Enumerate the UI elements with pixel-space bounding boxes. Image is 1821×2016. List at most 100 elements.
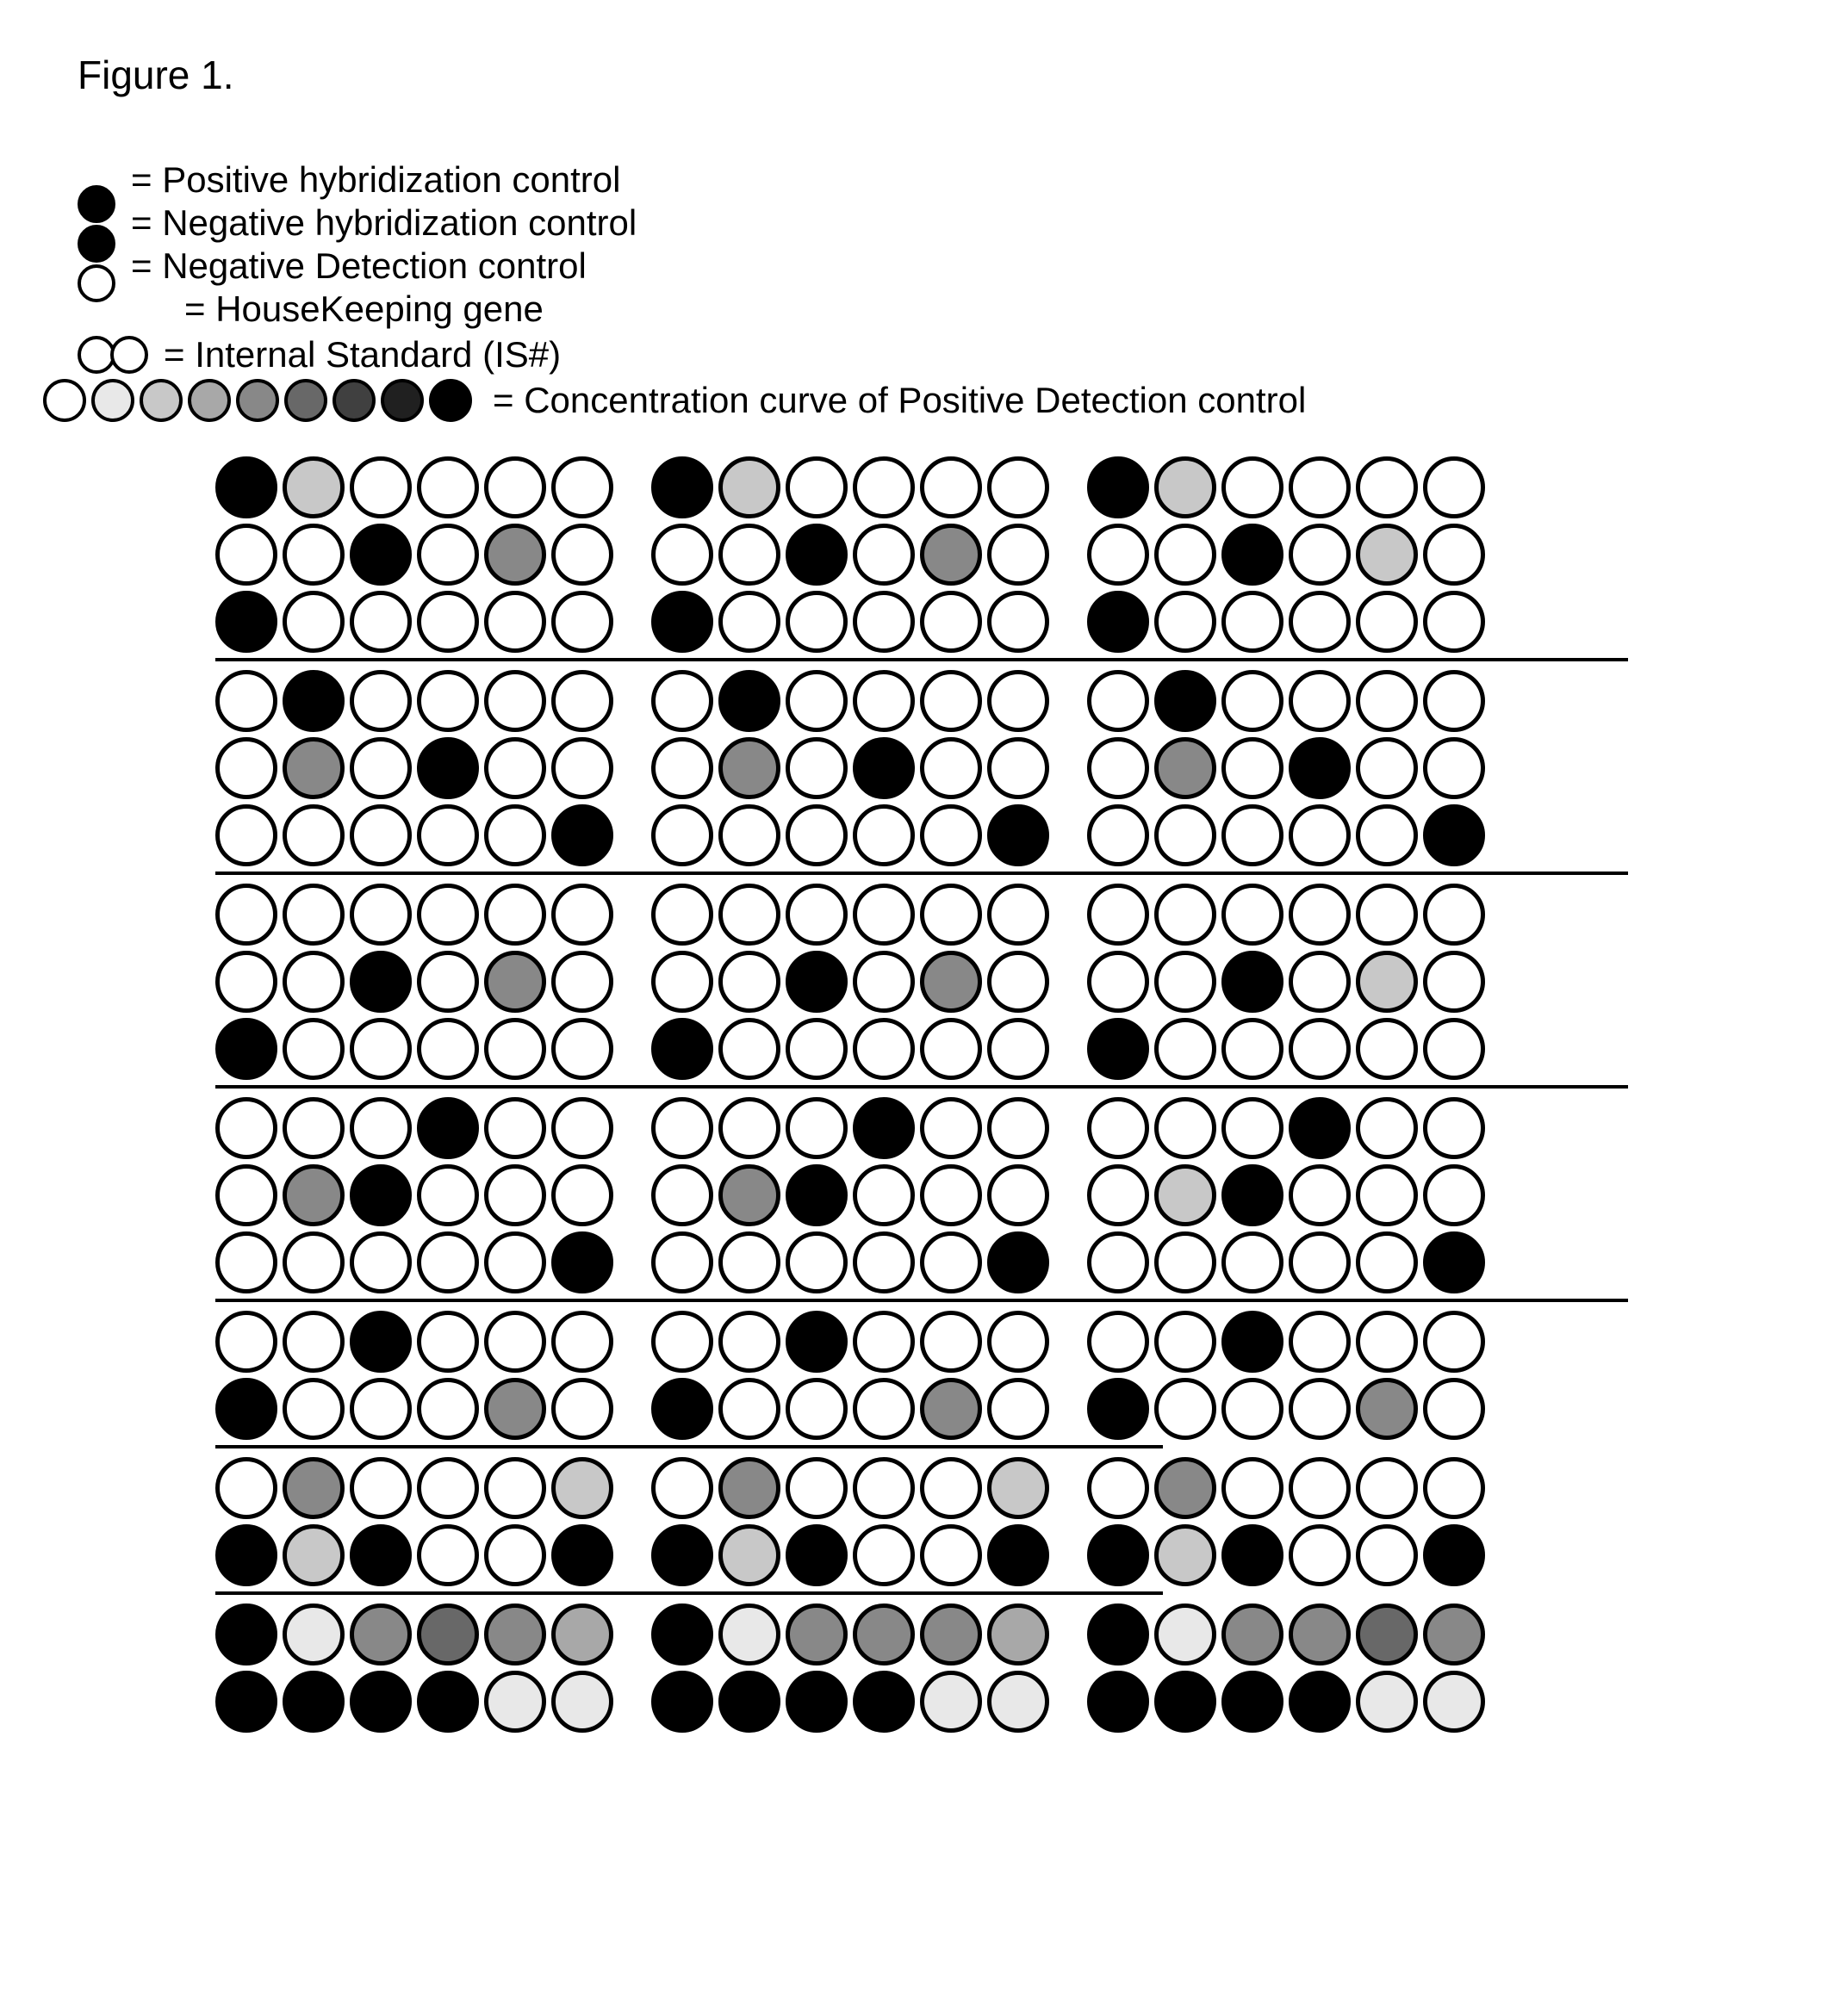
spot bbox=[484, 1164, 546, 1226]
spot bbox=[350, 884, 412, 946]
spot bbox=[1356, 1097, 1418, 1159]
spot bbox=[987, 1524, 1049, 1586]
spot bbox=[920, 591, 982, 653]
spot bbox=[853, 804, 915, 866]
spot bbox=[1154, 804, 1216, 866]
spot bbox=[1087, 591, 1149, 653]
spot bbox=[350, 456, 412, 518]
spot bbox=[484, 670, 546, 732]
spot bbox=[283, 951, 345, 1013]
spot bbox=[215, 884, 277, 946]
spot bbox=[1423, 524, 1485, 586]
spot bbox=[920, 951, 982, 1013]
spot bbox=[920, 804, 982, 866]
legend-label: = HouseKeeping gene bbox=[131, 288, 637, 331]
spot bbox=[1289, 737, 1351, 799]
spot bbox=[1356, 1524, 1418, 1586]
grid-row bbox=[215, 804, 1778, 866]
spot bbox=[1154, 524, 1216, 586]
spot bbox=[1221, 884, 1283, 946]
spot bbox=[484, 1524, 546, 1586]
spot bbox=[1356, 1671, 1418, 1733]
spot bbox=[484, 1378, 546, 1440]
spot bbox=[417, 1524, 479, 1586]
spot bbox=[484, 1603, 546, 1666]
spot bbox=[718, 524, 780, 586]
spot bbox=[283, 804, 345, 866]
spot bbox=[1289, 1603, 1351, 1666]
spot bbox=[786, 884, 848, 946]
spot bbox=[350, 524, 412, 586]
spot bbox=[651, 1524, 713, 1586]
spot bbox=[1423, 1164, 1485, 1226]
spot bbox=[283, 1378, 345, 1440]
spot bbox=[987, 1671, 1049, 1733]
spot bbox=[350, 1231, 412, 1293]
spot bbox=[853, 670, 915, 732]
spot bbox=[786, 591, 848, 653]
spot bbox=[215, 1097, 277, 1159]
legend-swatch-stack bbox=[78, 185, 115, 304]
spot bbox=[350, 670, 412, 732]
spot bbox=[718, 737, 780, 799]
spot bbox=[283, 1097, 345, 1159]
spot bbox=[215, 1018, 277, 1080]
spot bbox=[1087, 1671, 1149, 1733]
spot bbox=[333, 379, 376, 422]
spot bbox=[350, 1603, 412, 1666]
spot bbox=[1221, 670, 1283, 732]
spot bbox=[1289, 1457, 1351, 1519]
spot bbox=[283, 1524, 345, 1586]
spot bbox=[551, 1457, 613, 1519]
spot bbox=[987, 591, 1049, 653]
spot bbox=[853, 1311, 915, 1373]
spot bbox=[786, 737, 848, 799]
spot bbox=[551, 1097, 613, 1159]
spot bbox=[853, 456, 915, 518]
spot bbox=[350, 804, 412, 866]
grid-row bbox=[215, 1097, 1778, 1159]
spot bbox=[1356, 591, 1418, 653]
spot bbox=[1356, 804, 1418, 866]
spot bbox=[1423, 670, 1485, 732]
section-divider bbox=[215, 1591, 1163, 1595]
spot bbox=[110, 336, 148, 374]
spot bbox=[551, 456, 613, 518]
spot bbox=[987, 670, 1049, 732]
spot bbox=[718, 1524, 780, 1586]
spot bbox=[1087, 670, 1149, 732]
spot bbox=[987, 1311, 1049, 1373]
grid-row bbox=[215, 1378, 1778, 1440]
spot bbox=[1087, 1164, 1149, 1226]
spot bbox=[920, 1524, 982, 1586]
spot bbox=[1087, 884, 1149, 946]
spot bbox=[786, 804, 848, 866]
spot bbox=[484, 1311, 546, 1373]
spot bbox=[786, 1097, 848, 1159]
spot bbox=[1289, 1311, 1351, 1373]
grid-row bbox=[215, 1603, 1778, 1666]
spot bbox=[484, 1018, 546, 1080]
spot bbox=[1087, 1097, 1149, 1159]
spot bbox=[350, 1097, 412, 1159]
spot bbox=[1289, 1231, 1351, 1293]
spot bbox=[718, 1603, 780, 1666]
spot bbox=[786, 524, 848, 586]
spot bbox=[651, 951, 713, 1013]
spot bbox=[140, 379, 183, 422]
spot bbox=[78, 185, 115, 223]
spot bbox=[718, 951, 780, 1013]
spot bbox=[215, 1671, 277, 1733]
spot bbox=[1221, 1311, 1283, 1373]
spot bbox=[417, 1231, 479, 1293]
spot bbox=[1087, 524, 1149, 586]
spot bbox=[215, 1457, 277, 1519]
spot bbox=[853, 1378, 915, 1440]
spot bbox=[987, 1378, 1049, 1440]
spot bbox=[920, 1378, 982, 1440]
spot bbox=[853, 1018, 915, 1080]
spot bbox=[1221, 1231, 1283, 1293]
spot bbox=[1221, 524, 1283, 586]
spot bbox=[651, 1018, 713, 1080]
spot bbox=[1356, 1457, 1418, 1519]
